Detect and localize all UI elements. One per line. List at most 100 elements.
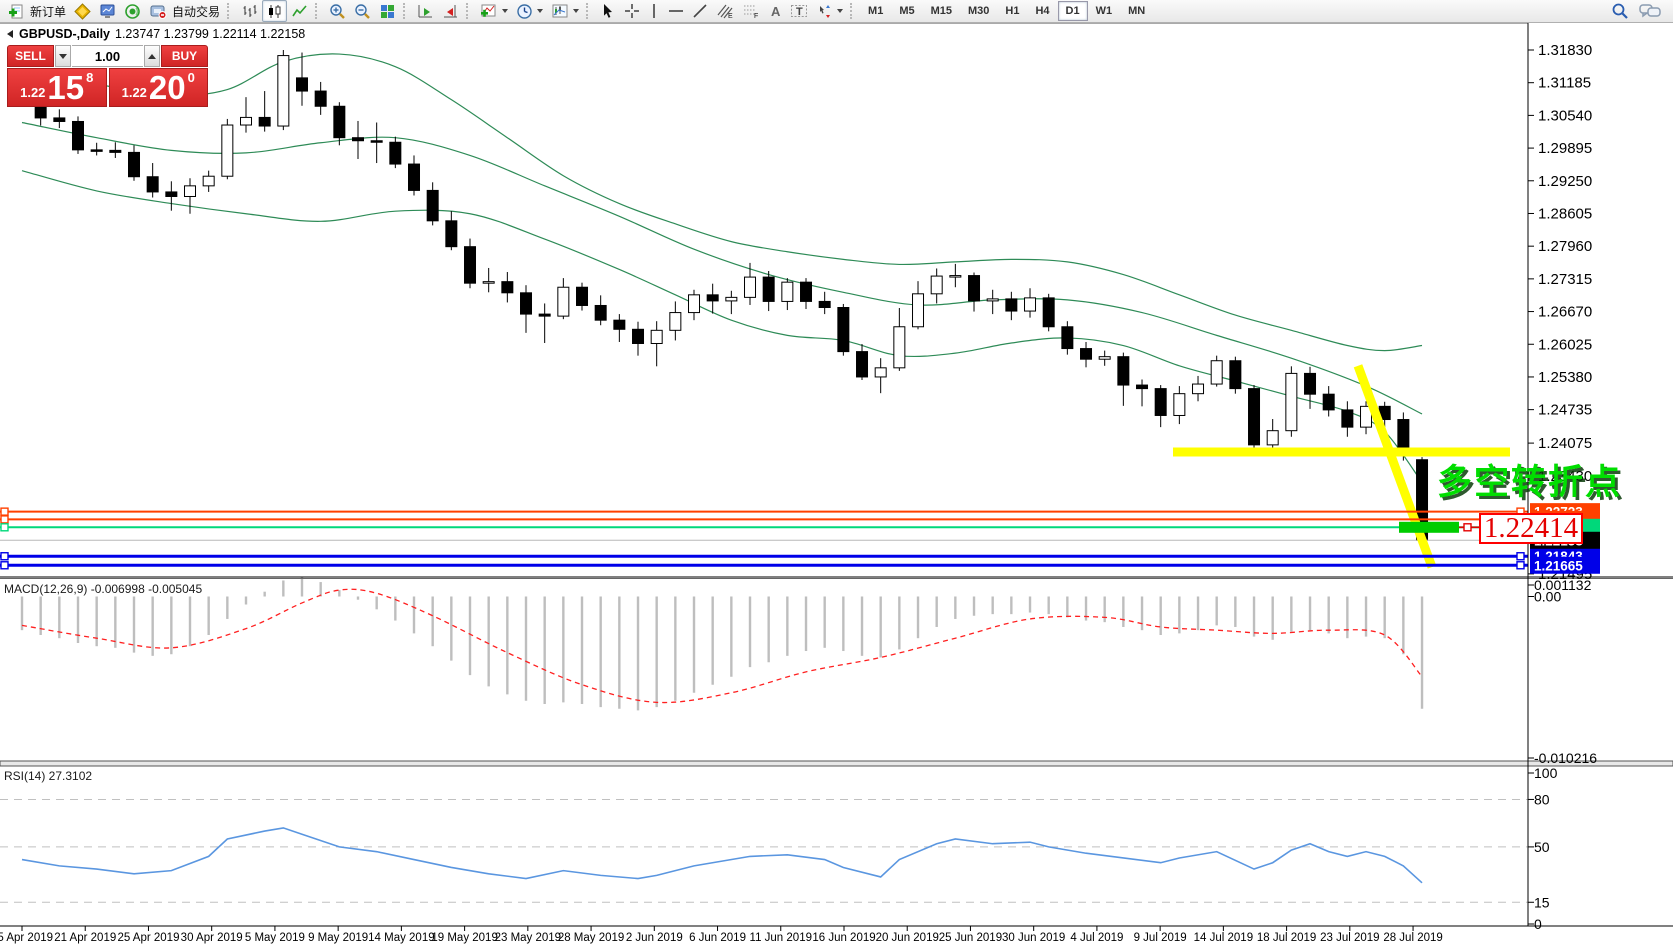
- line-anchor[interactable]: [0, 507, 9, 516]
- candle-body: [1042, 297, 1055, 328]
- candle-body: [72, 120, 85, 151]
- fibonacci-button[interactable]: E: [712, 0, 738, 22]
- sell-button[interactable]: SELL: [7, 45, 54, 67]
- cursor-icon: [604, 4, 613, 18]
- volume-input[interactable]: [72, 45, 143, 67]
- candle-body: [557, 286, 570, 317]
- horizontal-line-button[interactable]: [664, 0, 688, 22]
- vertical-line-button[interactable]: [644, 0, 664, 22]
- chart-window-button[interactable]: [70, 0, 95, 22]
- toolbar-separator: [403, 3, 410, 19]
- trendline-icon: [693, 4, 707, 18]
- candle-body: [146, 176, 159, 193]
- price-axis-label: 1.28605: [1538, 205, 1592, 222]
- tile-windows-button[interactable]: [375, 0, 400, 22]
- candle-body: [706, 294, 719, 302]
- volume-decrease-button[interactable]: [55, 45, 71, 67]
- candle-body: [688, 294, 701, 314]
- timeframe-button-h4[interactable]: H4: [1035, 5, 1050, 17]
- chart-canvas[interactable]: 1.31830 1.31185 1.30540 1.29895 1.29250 1.286…: [0, 23, 1673, 946]
- line-anchor[interactable]: [0, 561, 9, 570]
- candle-body: [538, 313, 551, 317]
- price-axis-label: 1.24735: [1538, 402, 1592, 419]
- bar-chart-button[interactable]: [237, 0, 262, 22]
- collapse-icon[interactable]: [7, 30, 13, 38]
- line-chart-button[interactable]: [287, 0, 312, 22]
- dropdown-arrow-icon: [537, 9, 544, 13]
- timeframe-button-m1[interactable]: M1: [868, 5, 884, 17]
- candle-body: [90, 149, 103, 152]
- zoom-in-icon: [330, 3, 345, 19]
- candle-body: [725, 296, 738, 302]
- rsi-label: RSI(14) 27.3102: [4, 769, 93, 783]
- fibo-expansion-icon: F: [744, 5, 758, 19]
- periods-button[interactable]: [512, 0, 547, 22]
- macd-axis-label: 0.00: [1534, 589, 1561, 605]
- text-label-icon: T: [791, 5, 808, 18]
- buy-price[interactable]: 1.22 20 0: [108, 68, 208, 107]
- timeframe-button-m30[interactable]: M30: [968, 5, 990, 17]
- text-label-button[interactable]: T: [786, 0, 812, 22]
- trendline-button[interactable]: [688, 0, 712, 22]
- candle-body: [1248, 388, 1261, 446]
- one-click-trading-panel: SELL BUY 1.22 15 8 1.22 20 0: [7, 45, 208, 107]
- macd-axis-label: -0.010216: [1534, 750, 1597, 766]
- down-trendline[interactable]: [1353, 364, 1437, 569]
- sell-price-big: 15: [47, 68, 85, 106]
- chart-shift-button[interactable]: [438, 0, 463, 22]
- text-tool-button[interactable]: A: [764, 0, 786, 22]
- dropdown-arrow-icon: [502, 9, 509, 13]
- indicators-button[interactable]: [476, 0, 512, 22]
- cursor-button[interactable]: [596, 0, 620, 22]
- timeframe-button-d1[interactable]: D1: [1057, 1, 1088, 21]
- timeframe-button-w1[interactable]: W1: [1095, 5, 1113, 17]
- crosshair-button[interactable]: [620, 0, 644, 22]
- breakout-zone-rect[interactable]: [1399, 521, 1459, 533]
- pane-splitter[interactable]: [0, 760, 1673, 767]
- candle-body: [781, 281, 794, 302]
- timeframe-button-m15[interactable]: M15: [930, 5, 952, 17]
- zoom-in-button[interactable]: [325, 0, 350, 22]
- main-toolbar: 新订单 自动交易: [0, 0, 1673, 23]
- buy-price-big: 20: [148, 68, 186, 106]
- candle-body: [128, 151, 141, 178]
- volume-increase-button[interactable]: [144, 45, 160, 67]
- chat-icon[interactable]: [1639, 2, 1661, 20]
- market-watch-button[interactable]: [95, 0, 120, 22]
- line-anchor[interactable]: [1516, 552, 1525, 561]
- price-axis-label: 1.31830: [1538, 42, 1592, 59]
- timeframe-button-m5[interactable]: M5: [899, 5, 915, 17]
- annotation-price-tag[interactable]: 1.22414: [1479, 513, 1583, 545]
- candlestick-chart-button[interactable]: [262, 0, 288, 22]
- autotrading-button[interactable]: 自动交易: [145, 0, 224, 22]
- price-axis-label: 1.26025: [1538, 336, 1592, 353]
- price-axis-label: 1.30540: [1538, 107, 1592, 124]
- line-anchor[interactable]: [1463, 523, 1472, 532]
- fibo-expansion-button[interactable]: F: [738, 0, 764, 22]
- signals-button[interactable]: [120, 0, 145, 22]
- candle-body: [1154, 388, 1167, 416]
- timeframe-button-h1[interactable]: H1: [1005, 5, 1020, 17]
- line-anchor[interactable]: [0, 515, 9, 524]
- arrows-tool-button[interactable]: [812, 0, 847, 22]
- search-icon[interactable]: [1611, 2, 1629, 20]
- templates-button[interactable]: [547, 0, 583, 22]
- line-anchor[interactable]: [0, 523, 9, 532]
- line-anchor[interactable]: [1516, 561, 1525, 570]
- price-axis-label: 1.31185: [1538, 75, 1591, 92]
- annotation-text[interactable]: 多空转折点: [1437, 463, 1623, 502]
- candle-body: [874, 367, 887, 378]
- autotrading-label: 自动交易: [172, 4, 221, 19]
- line-anchor[interactable]: [0, 552, 9, 561]
- chart-shift-icon: [444, 4, 458, 17]
- candle-body: [221, 124, 234, 177]
- sell-price[interactable]: 1.22 15 8: [7, 68, 107, 107]
- indicators-icon: [481, 4, 496, 17]
- price-level-badge-label: 1.21665: [1534, 558, 1583, 573]
- auto-scroll-button[interactable]: [413, 0, 438, 22]
- zoom-out-button[interactable]: [350, 0, 375, 22]
- timeframe-button-mn[interactable]: MN: [1128, 5, 1146, 17]
- svg-text:A: A: [771, 4, 781, 19]
- buy-button[interactable]: BUY: [161, 45, 208, 67]
- new-order-button[interactable]: 新订单: [4, 0, 70, 22]
